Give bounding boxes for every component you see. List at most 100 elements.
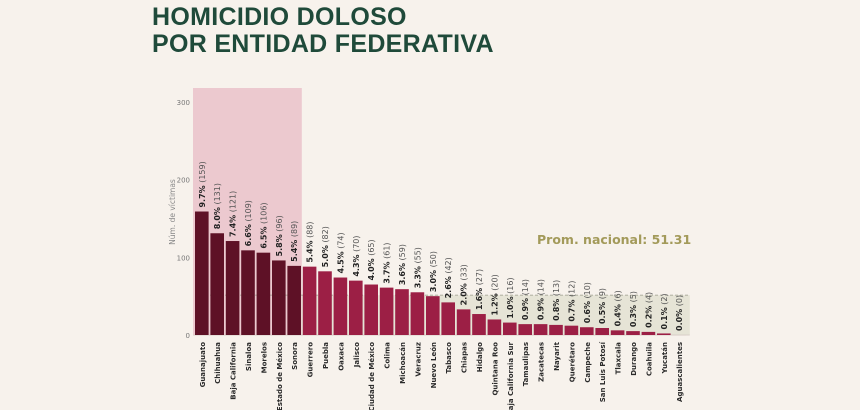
data-label-count: (50)	[429, 251, 438, 270]
data-label-percent: 5.4%	[290, 240, 299, 262]
data-label: 5.0% (82)	[321, 226, 330, 267]
y-axis-label: Núm. de víctimas	[168, 179, 177, 245]
bar	[610, 330, 625, 335]
data-label: 2.6% (42)	[444, 257, 453, 298]
data-label-percent: 1.6%	[475, 288, 484, 310]
bar	[256, 252, 271, 335]
data-label-count: (159)	[198, 161, 207, 185]
bar	[503, 322, 517, 335]
data-label-count: (14)	[521, 279, 530, 298]
bar	[595, 328, 609, 335]
category-label: Chihuahua	[214, 342, 222, 384]
bar	[302, 266, 317, 335]
data-label: 0.0% (0)	[675, 295, 684, 331]
data-label: 0.5% (9)	[598, 288, 607, 324]
bar	[626, 331, 640, 335]
bar	[333, 277, 348, 335]
category-label: Veracruz	[414, 342, 422, 377]
category-label: Puebla	[322, 342, 330, 369]
data-label-count: (6)	[614, 290, 623, 304]
category-label: Ciudad de México	[368, 342, 376, 410]
data-label: 3.3% (55)	[413, 247, 422, 288]
data-label-percent: 6.5%	[259, 226, 268, 248]
bar	[426, 296, 440, 335]
data-label-count: (121)	[229, 191, 238, 215]
data-label-percent: 0.0%	[675, 309, 684, 331]
data-label-count: (89)	[290, 221, 299, 240]
title-line-2: POR ENTIDAD FEDERATIVA	[152, 30, 494, 58]
data-label: 0.7% (12)	[567, 281, 576, 322]
bar	[287, 265, 301, 335]
data-label-count: (82)	[321, 226, 330, 245]
bar	[533, 324, 548, 335]
bar	[195, 211, 209, 335]
category-label: Sinaloa	[245, 342, 253, 371]
data-label-count: (20)	[490, 274, 499, 293]
bar	[364, 284, 378, 335]
data-label-count: (59)	[398, 244, 407, 263]
data-label-count: (109)	[244, 200, 253, 224]
data-label-percent: 0.6%	[583, 301, 592, 323]
data-label-percent: 9.7%	[198, 185, 207, 207]
bar	[272, 260, 286, 335]
data-label-count: (88)	[306, 221, 315, 240]
data-label: 0.1% (2)	[660, 293, 669, 329]
data-label-percent: 0.7%	[567, 299, 576, 321]
data-label-count: (27)	[475, 269, 484, 288]
data-label-percent: 0.2%	[644, 306, 653, 328]
category-label: Michoacán	[399, 342, 407, 384]
data-label-percent: 5.8%	[275, 234, 284, 256]
category-label: Chiapas	[461, 342, 469, 373]
data-label-percent: 1.2%	[490, 293, 499, 315]
data-label: 5.4% (88)	[306, 221, 315, 262]
data-label: 2.0% (33)	[460, 264, 469, 305]
category-label: Colima	[384, 342, 392, 369]
data-label-count: (131)	[213, 183, 222, 207]
y-tick-label: 300	[177, 99, 190, 107]
data-label-percent: 3.6%	[398, 263, 407, 285]
bar	[241, 250, 255, 335]
title-line-1: HOMICIDIO DOLOSO	[152, 3, 407, 31]
data-label-count: (70)	[352, 235, 361, 254]
data-label: 4.0% (65)	[367, 239, 376, 280]
data-label-percent: 2.0%	[460, 283, 469, 305]
data-label-percent: 0.9%	[537, 298, 546, 320]
data-label-count: (0)	[675, 295, 684, 309]
data-label: 0.2% (4)	[644, 292, 653, 328]
data-label: 3.7% (61)	[383, 242, 392, 283]
data-label: 9.7% (159)	[198, 161, 207, 207]
data-label-count: (42)	[444, 257, 453, 276]
data-label: 0.6% (10)	[583, 282, 592, 323]
data-label-count: (106)	[259, 202, 268, 226]
data-label-percent: 4.5%	[336, 251, 345, 273]
data-label-count: (33)	[460, 264, 469, 283]
bar	[580, 327, 594, 335]
data-label-percent: 4.0%	[367, 258, 376, 280]
bar	[210, 233, 224, 335]
bar	[487, 319, 502, 335]
data-label: 5.4% (89)	[290, 221, 299, 262]
category-label: Guanajuato	[199, 342, 207, 388]
category-label: Aguascalientes	[676, 342, 684, 402]
bar	[657, 333, 671, 335]
category-label: Coahuila	[645, 342, 653, 376]
average-label: Prom. nacional: 51.31	[537, 232, 691, 247]
data-label-count: (55)	[413, 247, 422, 266]
data-label-percent: 6.6%	[244, 224, 253, 246]
data-label: 6.5% (106)	[259, 202, 268, 248]
chart-title: HOMICIDIO DOLOSO POR ENTIDAD FEDERATIVA	[152, 4, 494, 58]
bar	[549, 324, 563, 335]
data-label-count: (13)	[552, 280, 561, 299]
category-label: Tabasco	[445, 342, 453, 374]
data-label-count: (96)	[275, 215, 284, 234]
data-label-percent: 7.4%	[229, 215, 238, 237]
data-label-percent: 0.3%	[629, 305, 638, 327]
bar	[318, 271, 332, 335]
bar	[225, 241, 240, 335]
data-label-percent: 0.8%	[552, 299, 561, 321]
data-label-percent: 0.4%	[614, 304, 623, 326]
data-label-percent: 4.3%	[352, 254, 361, 276]
category-label: Hidalgo	[476, 342, 484, 372]
data-label: 0.8% (13)	[552, 280, 561, 321]
